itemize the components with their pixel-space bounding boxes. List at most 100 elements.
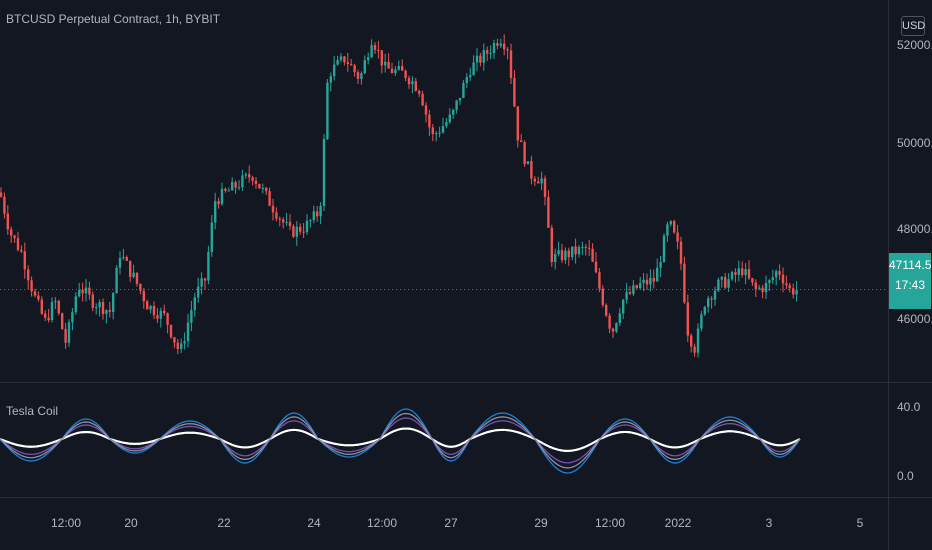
candle-body xyxy=(669,221,672,225)
price-tick: 46000.0 xyxy=(897,312,932,326)
candle-body xyxy=(785,283,788,286)
candle-body xyxy=(234,182,237,188)
candle-body xyxy=(139,283,142,291)
candle-body xyxy=(292,226,295,237)
candle-body xyxy=(397,66,400,70)
candle-body xyxy=(125,257,128,261)
candle-body xyxy=(10,229,13,236)
candle-body xyxy=(601,288,604,305)
candle-body xyxy=(346,62,349,65)
time-axis-border xyxy=(0,497,932,498)
indicator-pane[interactable] xyxy=(0,384,888,496)
candle-body xyxy=(333,64,336,77)
candle-body xyxy=(207,252,210,281)
candle-body xyxy=(509,50,513,78)
candle-body xyxy=(594,261,598,273)
candle-body xyxy=(350,64,353,66)
candle-body xyxy=(356,72,360,79)
candle-body xyxy=(50,301,54,321)
candle-body xyxy=(717,279,720,291)
candle-body xyxy=(27,269,30,281)
time-tick: 3 xyxy=(765,516,773,530)
candle-body xyxy=(734,272,737,275)
candle-body xyxy=(475,55,479,63)
candle-body xyxy=(20,249,23,252)
candle-body xyxy=(282,219,285,223)
candle-body xyxy=(438,132,441,134)
candle-body xyxy=(401,66,404,71)
candle-body xyxy=(95,307,98,309)
candle-body xyxy=(564,250,567,261)
candle-body xyxy=(431,127,434,135)
candle-body xyxy=(6,213,9,230)
last-price-value: 47114.5 xyxy=(889,258,932,272)
candle-body xyxy=(40,299,43,314)
price-chart[interactable] xyxy=(0,0,888,380)
candle-body xyxy=(741,268,744,276)
price-tick: 52000.0 xyxy=(897,38,932,52)
candle-body xyxy=(312,211,315,221)
candle-body xyxy=(720,276,723,280)
candle-body xyxy=(363,60,366,74)
candle-body xyxy=(224,188,227,191)
candle-body xyxy=(329,76,332,83)
candle-body xyxy=(74,296,77,313)
price-chart-pane[interactable] xyxy=(0,0,888,380)
candle-body xyxy=(173,337,176,343)
candle-body xyxy=(367,57,370,61)
candle-body xyxy=(316,211,319,217)
candle-body xyxy=(598,272,601,289)
currency-button[interactable]: USD xyxy=(901,16,925,36)
candle-body xyxy=(424,105,428,115)
candle-body xyxy=(214,201,217,223)
candle-body xyxy=(373,45,377,50)
candle-body xyxy=(537,181,540,184)
candle-body xyxy=(577,247,581,255)
candle-body xyxy=(3,196,6,214)
candle-body xyxy=(146,301,149,310)
candle-body xyxy=(23,251,26,270)
candle-body xyxy=(768,280,771,283)
candle-body xyxy=(452,109,455,115)
candle-body xyxy=(781,274,785,284)
candle-body xyxy=(571,246,574,258)
candle-body xyxy=(628,292,632,294)
price-tick: 48000.0 xyxy=(897,222,932,236)
indicator-title[interactable]: Tesla Coil xyxy=(6,404,59,418)
candle-body xyxy=(166,313,169,325)
candle-body xyxy=(455,100,458,110)
candle-body xyxy=(67,322,71,343)
candle-body xyxy=(132,272,135,278)
candle-body xyxy=(200,278,203,287)
candle-body xyxy=(394,69,397,74)
candle-body xyxy=(268,191,271,206)
candle-body xyxy=(265,187,268,192)
candle-body xyxy=(217,201,220,205)
candle-body xyxy=(693,346,696,353)
candle-body xyxy=(584,246,587,248)
candle-body xyxy=(186,322,190,342)
candle-body xyxy=(795,290,798,295)
tesla-coil-line xyxy=(0,417,801,464)
candle-body xyxy=(98,302,101,308)
candle-body xyxy=(91,294,94,308)
pane-separator[interactable] xyxy=(0,382,932,383)
candle-body xyxy=(516,106,519,141)
candle-body xyxy=(44,313,47,318)
candle-body xyxy=(411,81,414,85)
candle-body xyxy=(78,289,81,297)
candle-body xyxy=(649,277,652,285)
candle-body xyxy=(421,93,424,106)
candle-body xyxy=(751,278,754,283)
candle-body xyxy=(30,280,33,292)
price-axis-border xyxy=(888,0,889,550)
candle-body xyxy=(115,267,118,294)
candle-body xyxy=(567,250,570,258)
candle-body xyxy=(543,178,547,198)
candle-body xyxy=(513,77,516,107)
candle-body xyxy=(482,50,485,63)
candle-body xyxy=(608,315,611,329)
candle-body xyxy=(326,82,329,140)
candle-body xyxy=(61,313,64,330)
candle-body xyxy=(71,312,74,323)
